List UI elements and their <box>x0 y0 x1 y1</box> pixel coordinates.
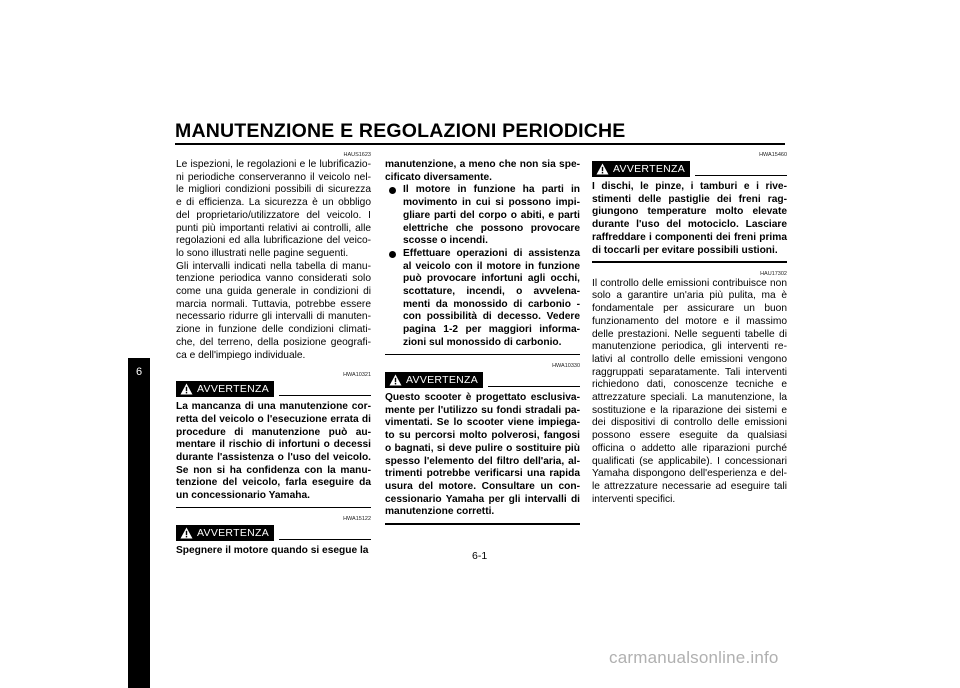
warning-code: HWA10330 <box>552 363 580 370</box>
warning-label-text: AVVERTENZA <box>613 163 686 175</box>
section-code: HAUS1623 <box>343 152 371 158</box>
warning-end-rule <box>176 506 371 509</box>
column-1: HAUS1623 Le ispezioni, le regolazioni e … <box>176 152 371 558</box>
warning-label: AVVERTENZA <box>385 372 484 389</box>
warning-header: AVVERTENZA <box>176 379 371 398</box>
warning-rule <box>488 385 580 388</box>
warning-end-rule <box>385 523 580 525</box>
warning-label: AVVERTENZA <box>592 161 691 177</box>
warning-rule <box>279 538 371 541</box>
warning-text: Spegnere il motore quando si esegue la <box>176 545 369 557</box>
warning-label-text: AVVERTENZA <box>197 527 270 540</box>
warning-text: Questo scooter è progettato esclusiva-me… <box>385 392 580 518</box>
warning-code: HWA10321 <box>343 372 371 379</box>
warning-end-rule <box>592 261 787 263</box>
warning-text: La mancanza di una manutenzione cor-rett… <box>176 401 371 502</box>
warning-label-text: AVVERTENZA <box>197 383 270 396</box>
warning-header: AVVERTENZA <box>176 523 371 542</box>
warning-code: HWA15122 <box>343 516 371 523</box>
warning-text: I dischi, le pinze, i tamburi e i rive-s… <box>592 181 787 256</box>
warning-text-continued: manutenzione, a meno che non sia spe-cif… <box>385 159 580 183</box>
warning-rule <box>279 394 371 397</box>
warning-icon <box>180 383 193 395</box>
intro-paragraph-2: Gli intervalli indicati nella tabella di… <box>176 260 371 361</box>
chapter-tab <box>128 358 150 688</box>
emissions-paragraph: Il controllo delle emissioni contribuisc… <box>592 277 787 505</box>
warning-icon <box>596 163 609 175</box>
warning-label: AVVERTENZA <box>176 525 275 542</box>
warning-code: HWA15460 <box>759 152 787 158</box>
warning-bullet-list: Il motore in funzione ha parti in movime… <box>385 184 580 349</box>
warning-end-rule <box>385 353 580 356</box>
list-item-text: Il motore in funzione ha parti in movime… <box>403 184 580 247</box>
bullet-dot <box>389 187 396 195</box>
column-3: HWA15460 AVVERTENZA I dischi, le pinze, … <box>592 152 787 506</box>
page-title: MANUTENZIONE E REGOLAZIONI PERIODICHE <box>175 120 626 142</box>
warning-label-text: AVVERTENZA <box>406 374 479 387</box>
warning-header: AVVERTENZA <box>592 159 787 177</box>
warning-icon <box>180 527 193 539</box>
warning-icon <box>389 374 402 386</box>
bullet-dot <box>389 250 396 258</box>
page-number: 6-1 <box>472 550 488 562</box>
list-item: Effettuare operazioni di assistenza al v… <box>389 248 580 350</box>
list-item-text: Effettuare operazioni di assistenza al v… <box>403 247 580 348</box>
warning-label: AVVERTENZA <box>176 381 275 398</box>
chapter-number: 6 <box>135 366 143 378</box>
spacer-code <box>385 152 580 159</box>
title-rule <box>175 143 785 145</box>
section-code: HAU17302 <box>760 270 787 277</box>
watermark: carmanualsonline.info <box>609 648 779 667</box>
warning-header: AVVERTENZA <box>385 370 580 389</box>
list-item: Il motore in funzione ha parti in movime… <box>389 184 580 248</box>
warning-rule <box>695 174 787 176</box>
column-2: manutenzione, a meno che non sia spe-cif… <box>385 152 580 525</box>
intro-paragraph-1: Le ispezioni, le regolazioni e le lubrif… <box>176 159 371 259</box>
